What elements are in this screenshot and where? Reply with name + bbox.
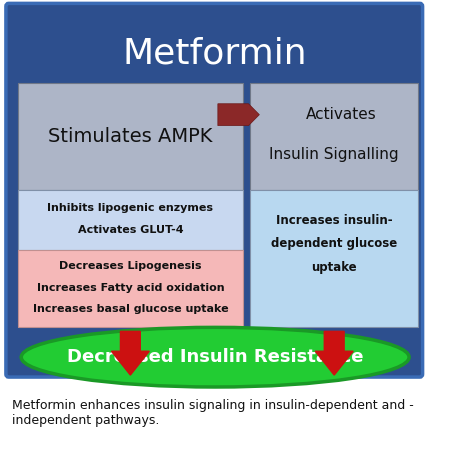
Text: Increases insulin-: Increases insulin- (276, 213, 392, 226)
Text: uptake: uptake (311, 261, 357, 274)
FancyBboxPatch shape (250, 190, 418, 327)
FancyArrow shape (315, 331, 353, 375)
Text: Increases basal glucose uptake: Increases basal glucose uptake (33, 304, 228, 314)
FancyBboxPatch shape (18, 83, 243, 190)
Text: Metformin: Metformin (123, 36, 308, 70)
Text: Insulin Signalling: Insulin Signalling (269, 147, 399, 162)
Text: dependent glucose: dependent glucose (271, 237, 397, 250)
Text: Activates: Activates (306, 107, 377, 122)
Text: Decreased Insulin Resistance: Decreased Insulin Resistance (67, 348, 364, 366)
Text: Metformin enhances insulin signaling in insulin-dependent and -
independent path: Metformin enhances insulin signaling in … (12, 399, 414, 427)
FancyBboxPatch shape (18, 190, 243, 250)
FancyBboxPatch shape (18, 250, 243, 327)
FancyBboxPatch shape (250, 83, 418, 190)
Text: Increases Fatty acid oxidation: Increases Fatty acid oxidation (36, 283, 224, 293)
Text: Inhibits lipogenic enzymes: Inhibits lipogenic enzymes (47, 203, 213, 213)
FancyArrow shape (111, 331, 149, 375)
Polygon shape (218, 104, 259, 126)
Text: Decreases Lipogenesis: Decreases Lipogenesis (59, 261, 201, 271)
Text: Activates GLUT-4: Activates GLUT-4 (78, 225, 183, 235)
Ellipse shape (21, 327, 409, 387)
FancyBboxPatch shape (6, 3, 423, 377)
Text: Stimulates AMPK: Stimulates AMPK (48, 127, 212, 146)
